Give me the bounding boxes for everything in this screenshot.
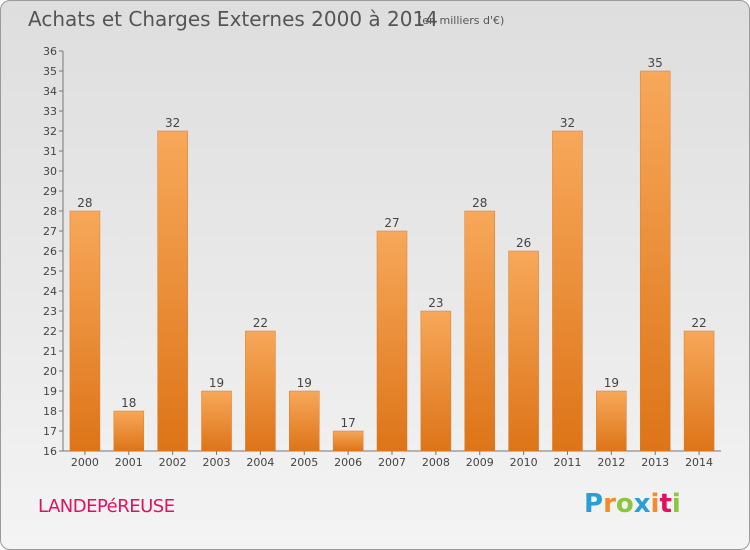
bar-value-label: 35 <box>648 56 663 70</box>
y-tick-label: 20 <box>43 365 57 378</box>
y-tick-label: 18 <box>43 405 57 418</box>
y-tick-label: 33 <box>43 105 57 118</box>
y-tick-label: 28 <box>43 205 57 218</box>
bar <box>420 310 452 452</box>
y-tick-label: 19 <box>43 385 57 398</box>
x-tick-label: 2005 <box>290 456 318 469</box>
x-tick-label: 2006 <box>334 456 362 469</box>
y-tick-label: 31 <box>43 145 57 158</box>
logo-letter: o <box>615 489 634 519</box>
bar-value-label: 19 <box>209 376 224 390</box>
y-tick-label: 32 <box>43 125 57 138</box>
x-tick-label: 2007 <box>378 456 406 469</box>
x-tick-label: 2013 <box>641 456 669 469</box>
logo-letter: i <box>650 489 660 519</box>
y-tick-label: 21 <box>43 345 57 358</box>
bar <box>464 210 495 452</box>
bar-value-label: 18 <box>121 396 136 410</box>
bar <box>69 210 101 452</box>
bar <box>683 330 715 452</box>
bar <box>201 390 232 452</box>
bar-value-label: 26 <box>516 236 531 250</box>
y-tick-label: 34 <box>43 85 57 98</box>
y-tick-label: 30 <box>43 165 57 178</box>
bar <box>245 330 276 452</box>
logo-letter: i <box>671 489 681 519</box>
logo-letter: P <box>584 489 604 519</box>
y-tick-label: 35 <box>43 65 57 78</box>
bar <box>113 410 145 452</box>
x-tick-label: 2000 <box>71 456 99 469</box>
bar <box>596 390 627 452</box>
y-tick-label: 36 <box>43 45 57 58</box>
y-tick-label: 29 <box>43 185 57 198</box>
x-tick-label: 2003 <box>203 456 231 469</box>
x-tick-label: 2010 <box>510 456 538 469</box>
bar-value-label: 28 <box>77 196 92 210</box>
bar <box>376 230 408 452</box>
x-tick-label: 2014 <box>685 456 713 469</box>
y-tick-label: 26 <box>43 245 57 258</box>
logo-letter: r <box>603 489 616 519</box>
chart-subtitle: (en milliers d'€) <box>418 14 505 27</box>
commune-name: LANDEPéREUSE <box>38 496 175 517</box>
y-tick-label: 25 <box>43 265 57 278</box>
y-tick-label: 23 <box>43 305 57 318</box>
bar-value-label: 27 <box>384 216 399 230</box>
y-tick-label: 16 <box>43 445 57 458</box>
bar-value-label: 22 <box>253 316 268 330</box>
bar-value-label: 32 <box>165 116 180 130</box>
x-tick-label: 2001 <box>115 456 143 469</box>
chart-title: Achats et Charges Externes 2000 à 2014 <box>28 7 438 31</box>
bar <box>289 390 320 452</box>
x-tick-label: 2011 <box>553 456 581 469</box>
logo-letter: t <box>659 489 672 519</box>
x-tick-label: 2002 <box>159 456 187 469</box>
bar <box>332 430 364 452</box>
y-tick-label: 17 <box>43 425 57 438</box>
y-tick-label: 24 <box>43 285 57 298</box>
proxiti-logo: Proxiti <box>584 489 681 519</box>
bar-value-label: 22 <box>691 316 706 330</box>
x-tick-label: 2012 <box>597 456 625 469</box>
bar-value-label: 19 <box>604 376 619 390</box>
logo-letter: x <box>633 489 651 519</box>
bar-value-label: 23 <box>428 296 443 310</box>
y-tick-label: 22 <box>43 325 57 338</box>
bar <box>508 250 539 452</box>
x-tick-label: 2004 <box>246 456 274 469</box>
bar-value-label: 32 <box>560 116 575 130</box>
bar <box>157 130 188 452</box>
y-tick-label: 27 <box>43 225 57 238</box>
x-tick-label: 2008 <box>422 456 450 469</box>
x-tick-label: 2009 <box>466 456 494 469</box>
bar <box>639 70 671 452</box>
bar-value-label: 19 <box>297 376 312 390</box>
bar-value-label: 28 <box>472 196 487 210</box>
bar-value-label: 17 <box>340 416 355 430</box>
bar <box>552 130 583 452</box>
